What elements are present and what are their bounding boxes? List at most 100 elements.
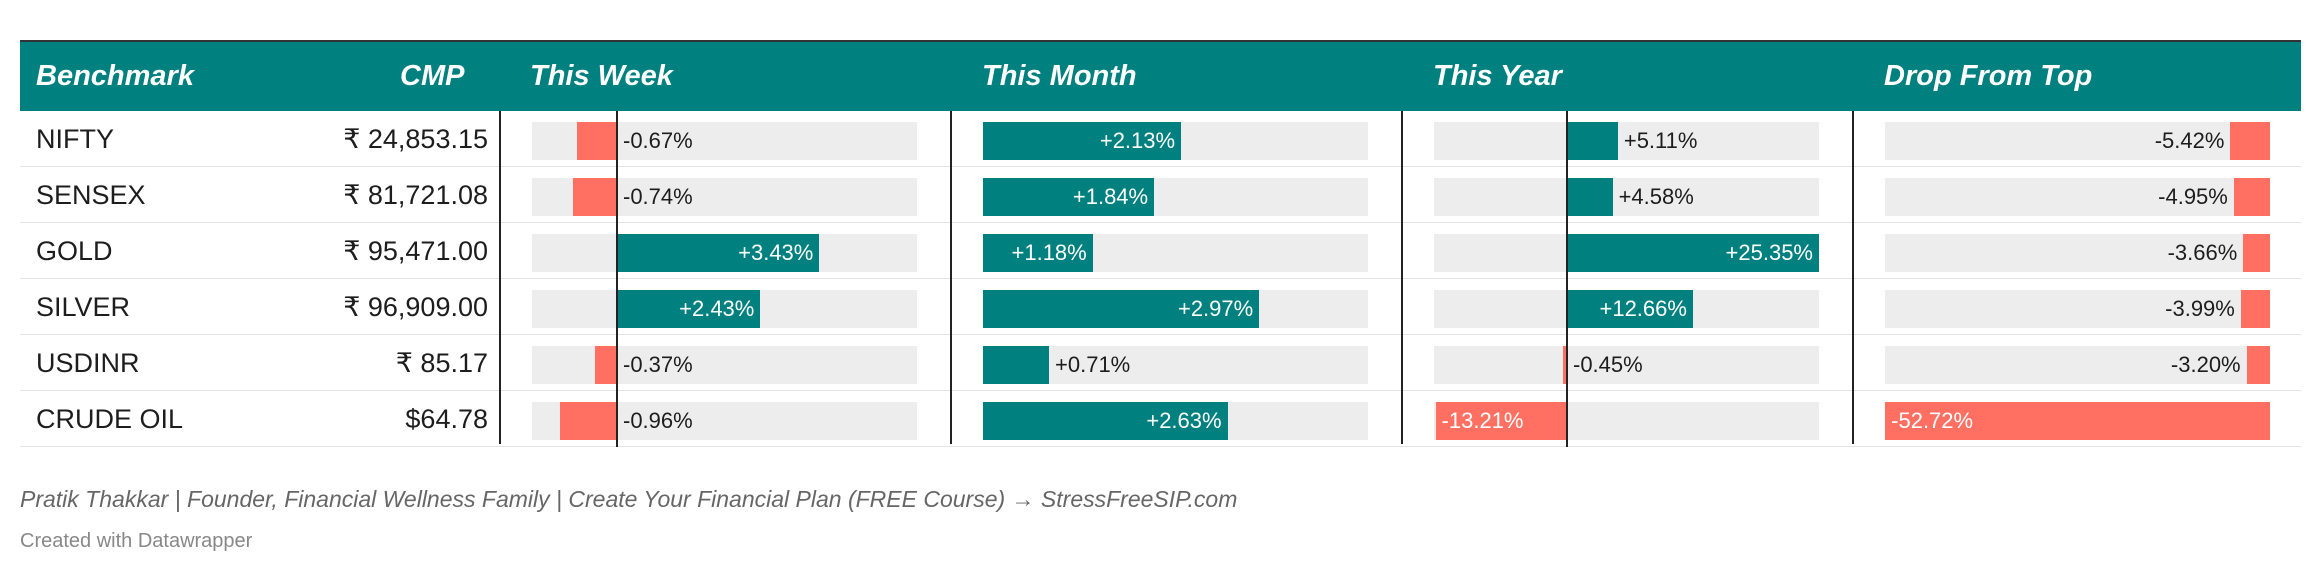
week-value-label: +2.43%: [679, 296, 755, 321]
month-bar: [983, 402, 1228, 440]
year-bar: [1435, 402, 1567, 440]
year-bar-track: -0.45%: [1434, 335, 1819, 391]
year-bar-track: +12.66%: [1434, 279, 1819, 335]
benchmark-name: USDINR: [36, 348, 140, 378]
month-bar-track: +0.71%: [983, 346, 1368, 384]
column-divider: [950, 111, 952, 444]
month-bar: [983, 346, 1050, 384]
drop-bar-track: -3.99%: [1885, 290, 2270, 328]
cmp-value: ₹ 24,853.15: [343, 124, 488, 154]
month-value-label: +1.18%: [1011, 240, 1087, 265]
year-value-label: +12.66%: [1599, 296, 1687, 321]
week-zero-axis: [616, 167, 618, 223]
benchmark-name: CRUDE OIL: [36, 404, 184, 434]
cmp-value: ₹ 96,909.00: [343, 292, 488, 322]
drop-bar: [2230, 122, 2270, 160]
cmp-value: ₹ 81,721.08: [343, 180, 488, 210]
year-bar: [1562, 346, 1567, 384]
week-zero-axis: [616, 279, 618, 335]
year-value-label: +5.11%: [1623, 128, 1698, 153]
year-bar-track: +5.11%: [1434, 111, 1819, 167]
month-bar: [983, 234, 1093, 272]
month-bar: [983, 290, 1260, 328]
year-value-label: -13.21%: [1441, 408, 1524, 433]
column-divider: [1852, 111, 1854, 444]
header-this-week: This Week: [530, 60, 673, 92]
header-this-month: This Month: [982, 60, 1137, 92]
month-value-label: +2.13%: [1099, 128, 1176, 153]
week-bar-track: +2.43%: [532, 279, 917, 335]
month-bar-track: +2.97%: [983, 290, 1368, 328]
cmp-value: ₹ 85.17: [395, 348, 488, 378]
year-bar-track: +25.35%: [1434, 223, 1819, 279]
month-bar-track: +1.84%: [983, 178, 1368, 216]
year-bar: [1567, 178, 1613, 216]
table-row: CRUDE OIL $64.78 -0.96% +2.63% -13.21% -52.72…: [20, 391, 2301, 447]
drop-value-label: -5.42%: [2154, 128, 2225, 153]
header-drop-from-top: Drop From Top: [1884, 60, 2093, 92]
benchmark-name: SENSEX: [36, 180, 146, 210]
drop-bar: [2233, 178, 2270, 216]
year-zero-axis: [1566, 279, 1568, 335]
week-bar: [617, 234, 820, 272]
table-row: NIFTY ₹ 24,853.15 -0.67% +2.13% +5.11% -5.42%: [20, 111, 2301, 167]
year-value-label: +4.58%: [1618, 184, 1694, 209]
week-bar-track: -0.96%: [532, 391, 917, 447]
table-row: SILVER ₹ 96,909.00 +2.43% +2.97% +12.66% -3.9…: [20, 279, 2301, 335]
week-value-label: +3.43%: [738, 240, 814, 265]
cmp-value: ₹ 95,471.00: [343, 236, 488, 266]
week-bar-track: -0.74%: [532, 167, 917, 223]
datawrapper-credit: Created with Datawrapper: [20, 530, 253, 552]
drop-bar: [2243, 234, 2270, 272]
week-zero-axis: [616, 391, 618, 447]
month-bar-track: +2.63%: [983, 402, 1368, 440]
year-zero-axis: [1566, 223, 1568, 279]
week-value-label: -0.37%: [623, 352, 693, 377]
table-row: GOLD ₹ 95,471.00 +3.43% +1.18% +25.35% -3.66%: [20, 223, 2301, 279]
drop-bar-track: -3.66%: [1885, 234, 2270, 272]
drop-bar: [1885, 402, 2270, 440]
week-zero-axis: [616, 111, 618, 167]
header-benchmark: Benchmark: [36, 60, 194, 92]
table-header: Benchmark CMP This Week This Month This …: [20, 40, 2301, 111]
drop-value-label: -4.95%: [2158, 184, 2228, 209]
year-bar: [1567, 290, 1693, 328]
year-value-label: +25.35%: [1725, 240, 1813, 265]
benchmark-name: SILVER: [36, 292, 131, 322]
week-value-label: -0.96%: [623, 408, 693, 433]
column-divider: [499, 111, 501, 444]
week-bar-track: -0.37%: [532, 335, 917, 391]
month-value-label: +0.71%: [1055, 352, 1131, 377]
drop-value-label: -52.72%: [1891, 408, 1974, 433]
year-zero-axis: [1566, 391, 1568, 447]
column-divider: [1401, 111, 1403, 444]
month-bar-track: +2.13%: [983, 122, 1368, 160]
drop-bar-track: -52.72%: [1885, 402, 2270, 440]
table-row: USDINR ₹ 85.17 -0.37% +0.71% -0.45% -3.20%: [20, 335, 2301, 391]
footer-byline: Pratik Thakkar | Founder, Financial Well…: [20, 486, 1238, 512]
drop-bar-track: -4.95%: [1885, 178, 2270, 216]
week-bar: [617, 290, 761, 328]
header-this-year: This Year: [1433, 60, 1562, 92]
month-value-label: +1.84%: [1072, 184, 1149, 209]
week-bar: [560, 402, 617, 440]
month-value-label: +2.63%: [1146, 408, 1222, 433]
table-row: SENSEX ₹ 81,721.08 -0.74% +1.84% +4.58% -4.95…: [20, 167, 2301, 223]
month-bar: [983, 122, 1182, 160]
year-bar-track: +4.58%: [1434, 167, 1819, 223]
week-bar-track: -0.67%: [532, 111, 917, 167]
year-zero-axis: [1566, 167, 1568, 223]
year-bar: [1567, 122, 1618, 160]
drop-bar-track: -5.42%: [1885, 122, 2270, 160]
month-bar-track: +1.18%: [983, 234, 1368, 272]
drop-bar: [2240, 290, 2270, 328]
year-bar: [1567, 234, 1819, 272]
week-zero-axis: [616, 335, 618, 391]
week-zero-axis: [616, 223, 618, 279]
week-value-label: -0.74%: [623, 184, 693, 209]
year-value-label: -0.45%: [1573, 352, 1643, 377]
year-bar-track: -13.21%: [1434, 391, 1819, 447]
drop-bar: [2246, 346, 2270, 384]
week-bar: [577, 122, 617, 160]
header-cmp: CMP: [400, 60, 465, 92]
